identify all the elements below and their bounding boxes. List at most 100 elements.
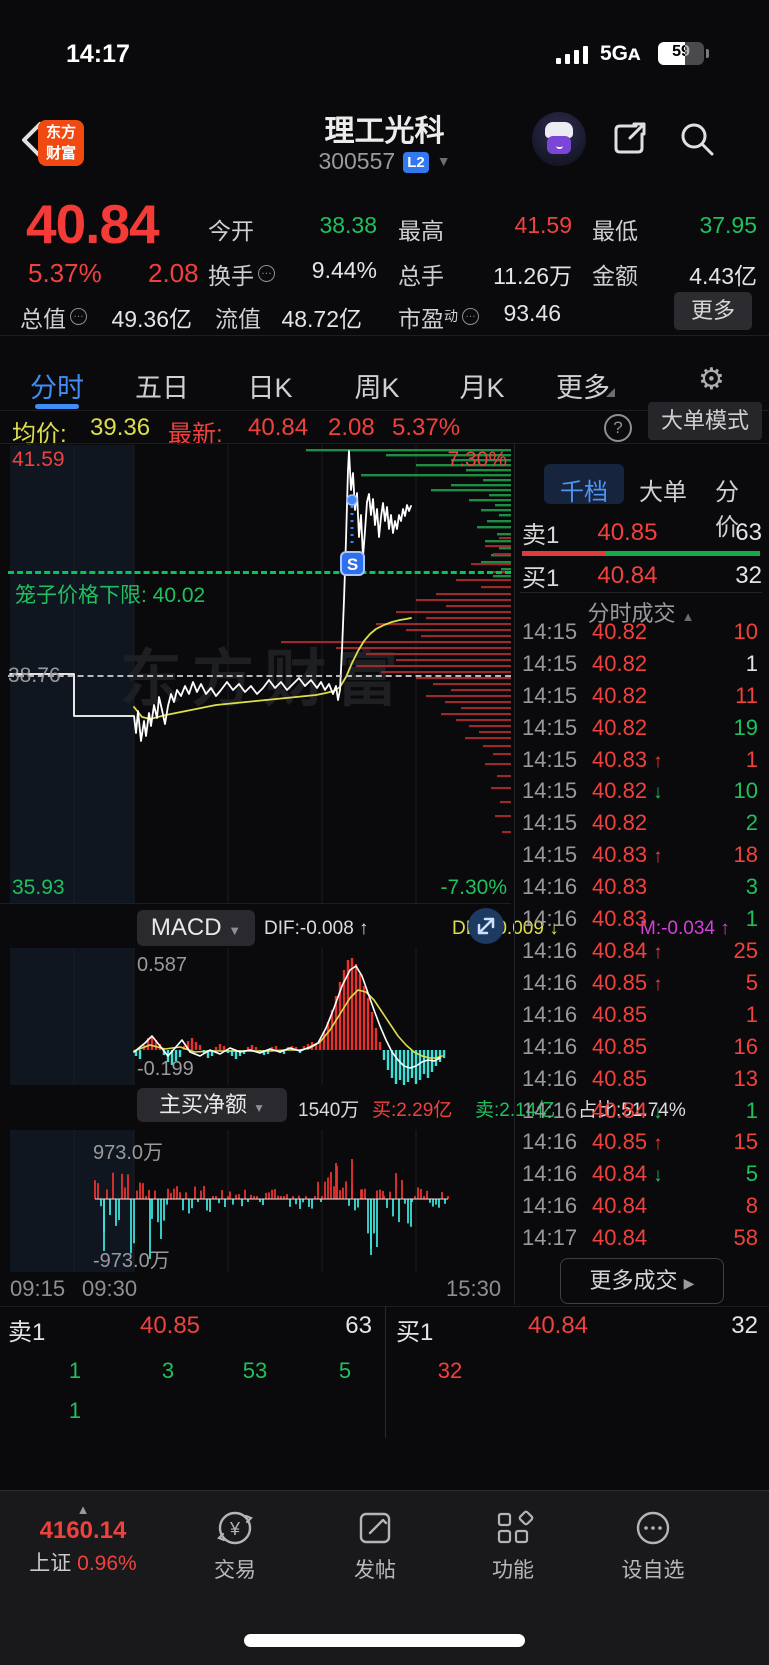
macd-chart[interactable] — [0, 948, 511, 1085]
sort-asc-icon: ▲ — [681, 609, 695, 624]
watermark: 东方财富 — [120, 645, 409, 714]
panel-tab-1[interactable]: 千档 — [560, 479, 608, 506]
gear-icon[interactable]: ⚙ — [698, 363, 725, 396]
logo-line2: 财富 — [45, 145, 76, 162]
netbuy-ratio: 占比:51.74% — [578, 1100, 686, 1121]
trade-row[interactable]: 14:16 40.85 13 — [522, 1065, 758, 1091]
buy1-label: 买1 — [522, 565, 560, 592]
nav-trade-label: 交易 — [214, 1559, 256, 1582]
more-trades-button[interactable]: 更多成交 ▶ — [560, 1258, 724, 1304]
index-name: 上证 — [29, 1552, 72, 1575]
home-indicator[interactable] — [244, 1634, 525, 1647]
trade-row[interactable]: 14:15 40.83 ↑ 18 — [522, 842, 758, 868]
buy-queue-order: 32 — [437, 1358, 463, 1383]
trades-title[interactable]: 分时成交 ▲ — [587, 601, 695, 626]
intraday-chart[interactable] — [0, 445, 511, 903]
nav-trade[interactable]: ¥ 交易 — [170, 1506, 300, 1584]
battery-level: 59 — [672, 43, 690, 60]
trade-row[interactable]: 14:16 40.85 1 — [522, 1001, 758, 1027]
trade-row[interactable]: 14:15 40.82 1 — [522, 650, 758, 676]
macd-indicator-button[interactable]: MACD ▼ — [137, 910, 255, 946]
panel-buy-row[interactable]: 买1 40.84 32 — [522, 560, 762, 593]
trade-row[interactable]: 14:15 40.83 ↑ 1 — [522, 746, 758, 772]
trade-row[interactable]: 14:16 40.83 1 — [522, 906, 758, 932]
search-icon[interactable] — [674, 116, 720, 162]
expand-icon[interactable] — [468, 908, 504, 944]
index-pct: 0.96% — [77, 1552, 137, 1575]
nav-watchlist[interactable]: 设自选 — [588, 1506, 718, 1584]
stock-title: 理工光科 — [324, 115, 445, 148]
share-icon[interactable] — [606, 116, 652, 162]
netbuy-indicator-button[interactable]: 主买净额 ▼ — [137, 1088, 287, 1122]
trade-row[interactable]: 14:17 40.84 58 — [522, 1225, 758, 1251]
stat-label: 总手 — [398, 263, 444, 289]
trade-row[interactable]: 14:16 40.84 ↓ 1 — [522, 1097, 758, 1123]
trade-row[interactable]: 14:15 40.82 10 — [522, 618, 758, 644]
change-value: 2.08 — [148, 258, 199, 288]
svg-text:¥: ¥ — [229, 1519, 241, 1539]
nav-post[interactable]: 发帖 — [310, 1506, 440, 1584]
back-icon[interactable] — [16, 118, 50, 162]
book-sell-label: 卖1 — [8, 1319, 46, 1346]
trade-row[interactable]: 14:16 40.83 3 — [522, 874, 758, 900]
time-axis-0915: 09:15 — [10, 1276, 66, 1301]
active-tab-underline — [35, 404, 79, 409]
tab-6[interactable]: 更多 — [556, 373, 610, 403]
buy1-qty: 32 — [735, 561, 762, 589]
tab-4[interactable]: 周K — [354, 373, 400, 403]
stat-value: 37.95 — [699, 212, 757, 238]
macd-m: M:-0.034 ↑ — [640, 918, 730, 939]
stat-label: 今开 — [208, 218, 254, 244]
panel-tab-3[interactable]: 分价 — [715, 479, 739, 541]
stat-label: 总值… — [20, 300, 87, 334]
nav-index-item[interactable]: ▲ 4160.14 上证 0.96% — [18, 1502, 148, 1577]
trade-row[interactable]: 14:16 40.84 ↓ 5 — [522, 1161, 758, 1187]
sell-queue-order: 5 — [338, 1358, 352, 1383]
netbuy-max-label: 973.0万 — [93, 1142, 164, 1164]
sell-queue-order: 1 — [68, 1358, 82, 1383]
big-order-mode-button[interactable]: 大单模式 — [648, 402, 762, 440]
trades-list[interactable]: 14:15 40.82 10 14:15 40.82 1 14:15 40.82 11 14:15… — [516, 616, 766, 1254]
netbuy-net: 1540万 — [298, 1100, 360, 1121]
sell-marker[interactable]: S — [340, 551, 365, 576]
logo-line1: 东方 — [45, 124, 76, 141]
stock-code-row[interactable]: 300557 L2 ▼ — [0, 148, 769, 175]
help-icon[interactable]: ? — [604, 414, 632, 442]
trade-row[interactable]: 14:16 40.84 ↑ 25 — [522, 938, 758, 964]
stat-value: 49.36亿 — [111, 306, 192, 332]
sell1-qty: 63 — [735, 518, 762, 546]
trade-icon: ¥ — [217, 1511, 253, 1545]
chevron-down-icon: ▼ — [436, 153, 451, 169]
tab-1[interactable]: 分时 — [30, 373, 84, 403]
app-logo[interactable]: 东方 财富 — [38, 120, 84, 166]
chevron-right-icon: ▶ — [683, 1275, 695, 1291]
stat-label: 换手… — [208, 257, 275, 291]
macd-preopen-region — [10, 948, 134, 1085]
trade-row[interactable]: 14:15 40.82 11 — [522, 682, 758, 708]
panel-divider — [514, 443, 515, 1305]
panel-sell-row[interactable]: 卖1 40.85 63 — [522, 517, 762, 550]
tab-3[interactable]: 日K — [247, 373, 293, 403]
stat-value: 9.44% — [311, 257, 377, 283]
prev-close-label: 38.76 — [8, 664, 61, 687]
last-chg: 2.08 — [328, 414, 375, 441]
stock-code: 300557 — [318, 148, 396, 174]
panel-tab-2[interactable]: 大单 — [639, 479, 687, 506]
trade-row[interactable]: 14:16 40.84 8 — [522, 1193, 758, 1219]
netbuy-buy: 买:2.29亿 — [372, 1100, 453, 1121]
assistant-avatar-icon[interactable] — [532, 112, 586, 166]
netbuy-chart[interactable] — [0, 1130, 511, 1272]
trade-row[interactable]: 14:15 40.82 2 — [522, 810, 758, 836]
trade-row[interactable]: 14:16 40.85 16 — [522, 1033, 758, 1059]
more-stats-button[interactable]: 更多 — [674, 292, 752, 330]
trade-row[interactable]: 14:15 40.82 ↓ 10 — [522, 778, 758, 804]
trade-row[interactable]: 14:16 40.85 ↑ 15 — [522, 1129, 758, 1155]
tab-5[interactable]: 月K — [459, 373, 505, 403]
nav-functions[interactable]: 功能 — [448, 1506, 578, 1584]
trade-row[interactable]: 14:15 40.82 19 — [522, 714, 758, 740]
last-price: 40.84 — [26, 193, 160, 255]
dropdown-icon: ▼ — [228, 923, 242, 938]
trade-row[interactable]: 14:16 40.85 ↑ 5 — [522, 969, 758, 995]
tab-2[interactable]: 五日 — [135, 373, 189, 403]
